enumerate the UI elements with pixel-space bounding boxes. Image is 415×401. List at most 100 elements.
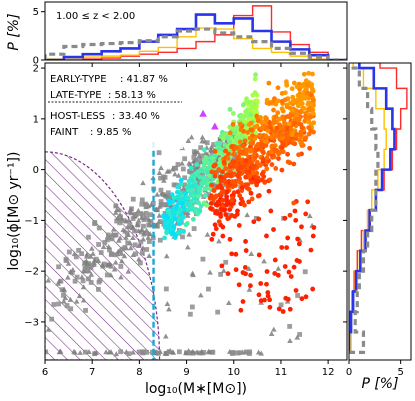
early-type-point — [248, 283, 253, 289]
late-type-point — [189, 199, 195, 204]
early-type-point — [259, 125, 265, 131]
faint-point — [135, 228, 142, 234]
faint-point — [275, 265, 282, 271]
early-type-point — [280, 114, 286, 120]
early-type-point — [249, 179, 255, 185]
late-type-point — [199, 180, 205, 186]
host-less-point — [162, 211, 168, 216]
late-type-point — [164, 228, 170, 234]
host-less-point — [201, 350, 207, 355]
host-less-point — [196, 158, 202, 163]
early-type-point — [272, 147, 278, 153]
faint-point — [105, 243, 112, 249]
highlight-point — [199, 109, 207, 117]
host-less-point — [189, 304, 195, 310]
late-type-point — [227, 139, 233, 145]
faint-point — [119, 258, 125, 264]
early-type-point — [254, 159, 260, 165]
faint-point — [220, 267, 227, 273]
early-type-point — [239, 160, 245, 166]
early-type-point — [288, 274, 294, 279]
late-type-point — [201, 158, 207, 164]
late-type-point — [195, 211, 201, 217]
host-less-point — [215, 309, 221, 315]
faint-point — [118, 274, 124, 280]
early-type-point — [310, 71, 315, 77]
faint-point — [164, 300, 171, 306]
host-less-point — [195, 176, 200, 182]
late-type-point — [204, 202, 210, 208]
faint-point — [105, 261, 111, 267]
early-type-point — [273, 114, 279, 119]
faint-point — [67, 268, 74, 274]
faint-point — [45, 326, 52, 332]
faint-point — [84, 260, 90, 266]
early-type-point — [273, 133, 279, 139]
host-less-point — [180, 188, 186, 194]
early-type-point — [295, 236, 301, 242]
late-type-point — [201, 164, 207, 170]
early-type-point — [213, 193, 219, 199]
early-type-point — [254, 170, 260, 176]
early-type-point — [243, 248, 249, 253]
legend-early-type-label: EARLY-TYPE — [50, 74, 107, 85]
right-x-tick-label: 5 — [397, 367, 403, 378]
faint-point — [61, 298, 67, 304]
faint-point — [294, 334, 301, 340]
late-type-point — [185, 187, 191, 193]
faint-point — [207, 269, 213, 275]
early-type-point — [211, 187, 217, 193]
early-type-point — [252, 136, 258, 142]
early-type-point — [218, 174, 223, 180]
early-type-point — [256, 216, 262, 222]
late-type-point — [161, 213, 166, 219]
early-type-point — [243, 151, 249, 157]
legend-faint-value: : 9.85 % — [90, 127, 132, 138]
early-type-point — [299, 296, 305, 302]
host-less-point — [104, 272, 110, 278]
faint-point — [112, 259, 119, 265]
faint-point — [175, 172, 182, 178]
early-type-point — [310, 286, 316, 292]
host-less-point — [96, 242, 102, 247]
early-type-point — [287, 212, 293, 218]
early-type-point — [208, 201, 214, 206]
host-less-point — [118, 214, 123, 220]
top-y-axis-label: P [%] — [6, 13, 22, 50]
faint-point — [179, 160, 185, 166]
host-less-point — [114, 218, 120, 224]
late-type-point — [170, 230, 176, 236]
host-less-point — [80, 278, 86, 284]
faint-point — [136, 256, 142, 262]
faint-point — [190, 348, 196, 354]
early-type-point — [285, 159, 291, 165]
late-type-point — [190, 205, 196, 211]
early-type-point — [210, 231, 216, 237]
early-type-point — [212, 173, 218, 179]
faint-point — [117, 235, 123, 241]
late-type-point — [174, 189, 180, 195]
host-less-point — [148, 212, 154, 218]
host-less-point — [74, 274, 80, 280]
early-type-point — [233, 251, 239, 257]
host-less-point — [191, 155, 197, 160]
early-type-point — [227, 236, 233, 242]
late-type-point — [240, 102, 246, 108]
early-type-point — [299, 139, 304, 145]
host-less-point — [64, 303, 70, 308]
host-less-point — [143, 202, 149, 208]
host-less-point — [209, 150, 215, 156]
early-type-point — [230, 159, 236, 165]
scatter-points — [45, 70, 317, 357]
host-less-point — [166, 190, 171, 196]
early-type-point — [267, 304, 273, 310]
early-type-point — [283, 295, 289, 301]
early-type-point — [237, 150, 243, 155]
host-less-point — [192, 164, 198, 170]
faint-point — [258, 350, 265, 356]
faint-point — [80, 297, 87, 303]
host-less-point — [196, 350, 202, 356]
early-type-point — [229, 251, 235, 257]
faint-point — [158, 165, 164, 171]
host-less-point — [105, 232, 111, 238]
